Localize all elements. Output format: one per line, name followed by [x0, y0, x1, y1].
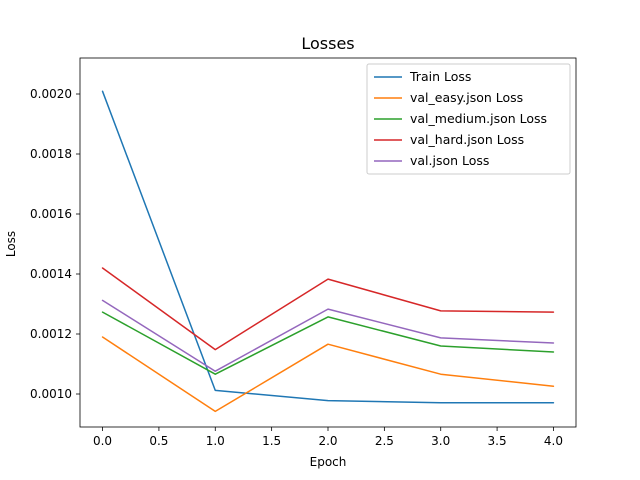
legend-label-0: Train Loss: [409, 69, 471, 84]
x-tick-label: 1.0: [206, 434, 225, 448]
chart-title: Losses: [301, 34, 354, 53]
x-tick-label: 4.0: [544, 434, 563, 448]
series-line-2: [101, 311, 555, 375]
series-line-1: [101, 336, 555, 413]
y-tick-label: 0.0014: [30, 267, 72, 281]
x-axis: 0.0 0.5 1.0 1.5 2.0 2.5 3.0 3.5 4.0: [93, 427, 563, 448]
legend-label-4: val.json Loss: [410, 153, 489, 168]
legend-label-3: val_hard.json Loss: [410, 132, 524, 147]
series-line-4: [101, 299, 555, 372]
series-layer: [101, 90, 555, 413]
legend-box: [366, 63, 571, 175]
legend-label-2: val_medium.json Loss: [410, 111, 547, 126]
series-line-3: [101, 267, 555, 351]
x-tick-label: 2.0: [318, 434, 337, 448]
y-tick-label: 0.0018: [30, 147, 72, 161]
x-tick-label: 3.5: [488, 434, 507, 448]
y-tick-label: 0.0016: [30, 207, 72, 221]
y-tick-label: 0.0020: [30, 87, 72, 101]
y-axis: 0.0010 0.0012 0.0014 0.0016 0.0018 0.0020: [30, 87, 80, 401]
y-axis-label: Loss: [4, 231, 18, 257]
x-axis-label: Epoch: [310, 455, 347, 469]
series-line-0: [101, 90, 555, 404]
x-tick-label: 2.5: [375, 434, 394, 448]
x-tick-label: 0.0: [93, 434, 112, 448]
x-tick-label: 1.5: [262, 434, 281, 448]
legend: Train Loss val_easy.json Loss val_medium.j…: [366, 63, 571, 175]
x-tick-label: 0.5: [149, 434, 168, 448]
y-tick-label: 0.0012: [30, 327, 72, 341]
x-tick-label: 3.0: [431, 434, 450, 448]
legend-label-1: val_easy.json Loss: [410, 90, 523, 105]
y-tick-label: 0.0010: [30, 387, 72, 401]
